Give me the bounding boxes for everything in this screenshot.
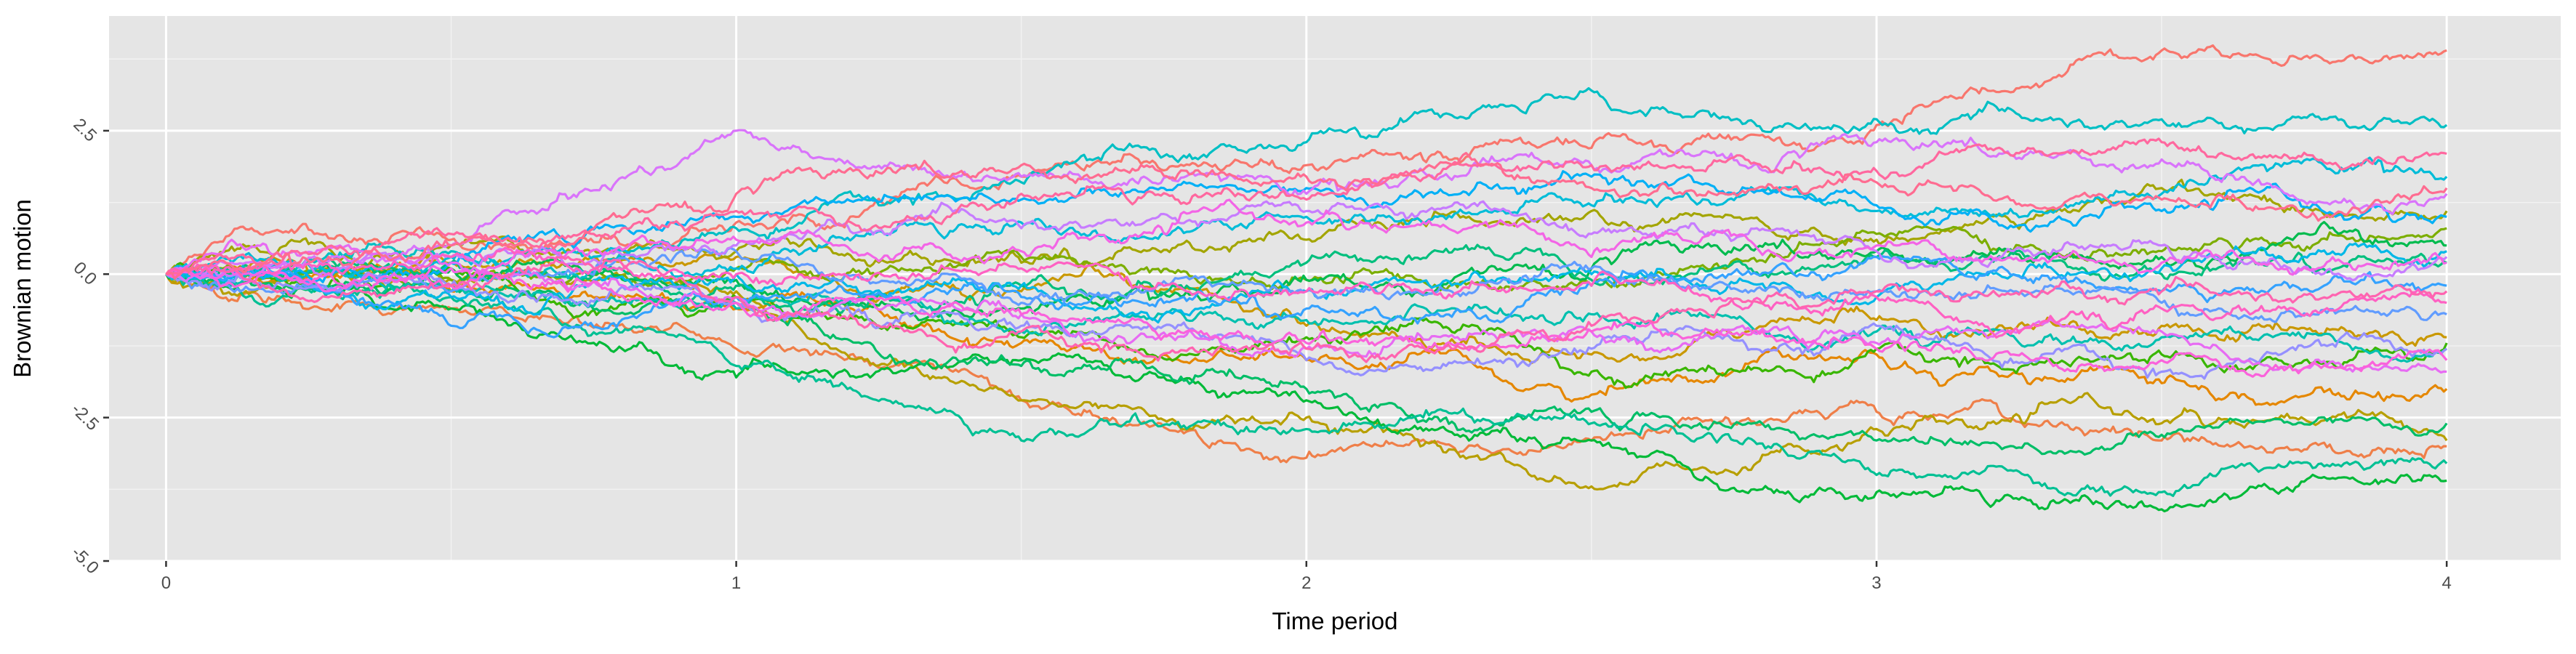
- y-tick-label: 2.5: [69, 115, 100, 146]
- series-line-30: [165, 152, 2448, 280]
- series-line-28: [165, 255, 2448, 363]
- series-line-18: [165, 170, 2447, 283]
- series-line-22: [165, 200, 2448, 282]
- series-line-15: [166, 86, 2448, 281]
- series-line-29: [166, 137, 2447, 275]
- series-line-11: [166, 272, 2448, 456]
- series-line-26: [165, 265, 2448, 378]
- y-tick-label: 0.0: [69, 258, 100, 289]
- series-line-13: [165, 273, 2448, 497]
- x-tick-label: 2: [1301, 573, 1311, 593]
- series-line-16: [166, 156, 2448, 281]
- x-axis-title: Time period: [1272, 607, 1397, 634]
- x-tick-label: 1: [731, 573, 741, 593]
- series-line-8: [165, 262, 2448, 389]
- series-lines: [164, 44, 2448, 513]
- series-line-12: [165, 243, 2447, 315]
- x-tick-label: 3: [1871, 573, 1881, 593]
- series-line-21: [165, 271, 2448, 380]
- x-tick-label: 0: [161, 573, 171, 593]
- x-tick-label: 4: [2441, 573, 2451, 593]
- y-tick-label: -5.0: [68, 543, 103, 578]
- y-axis-title: Brownian motion: [9, 199, 36, 378]
- y-tick-label: -2.5: [68, 400, 103, 435]
- series-line-25: [166, 198, 2447, 293]
- series-line-2: [165, 272, 2447, 464]
- series-line-19: [166, 255, 2447, 339]
- series-line-27: [165, 246, 2447, 339]
